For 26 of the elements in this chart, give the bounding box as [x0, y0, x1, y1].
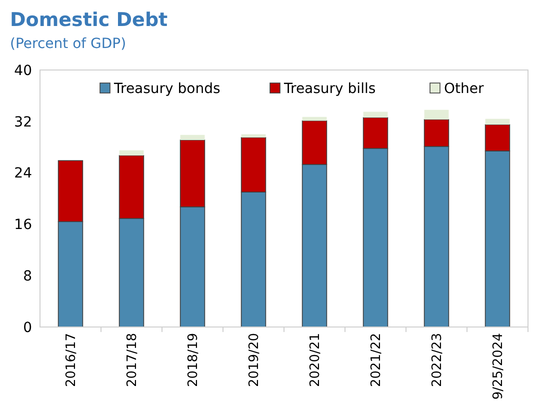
x-tick-label: 2019/20 [247, 333, 262, 388]
bar [180, 134, 205, 140]
bar [241, 134, 266, 138]
y-tick-label: 32 [14, 114, 32, 130]
bar [302, 116, 327, 121]
bar [485, 118, 510, 125]
x-tick-label: 2020/21 [308, 333, 324, 388]
x-tick-label: 2022/23 [430, 333, 446, 388]
legend-label: Treasury bonds [113, 80, 220, 97]
y-tick-label: 8 [23, 268, 32, 284]
y-tick-label: 0 [23, 320, 32, 336]
y-tick-label: 40 [14, 62, 32, 79]
bar [363, 112, 388, 118]
y-tick-label: 16 [14, 217, 32, 234]
y-tick-label: 24 [14, 166, 32, 182]
bar [424, 110, 449, 120]
x-tick-label: 2017/18 [125, 333, 140, 388]
x-tick-label: 2018/19 [186, 333, 202, 388]
chart-subtitle: (Percent of GDP) [10, 36, 126, 52]
legend-label: Treasury bills [283, 80, 376, 97]
chart-title: Domestic Debt [10, 9, 168, 31]
x-tick-label: 2021/22 [369, 333, 384, 388]
x-tick-label: 2016/17 [64, 333, 80, 388]
bar [119, 150, 144, 156]
x-tick-label: 9/25/2024 [491, 333, 506, 400]
legend-label: Other [444, 80, 484, 97]
